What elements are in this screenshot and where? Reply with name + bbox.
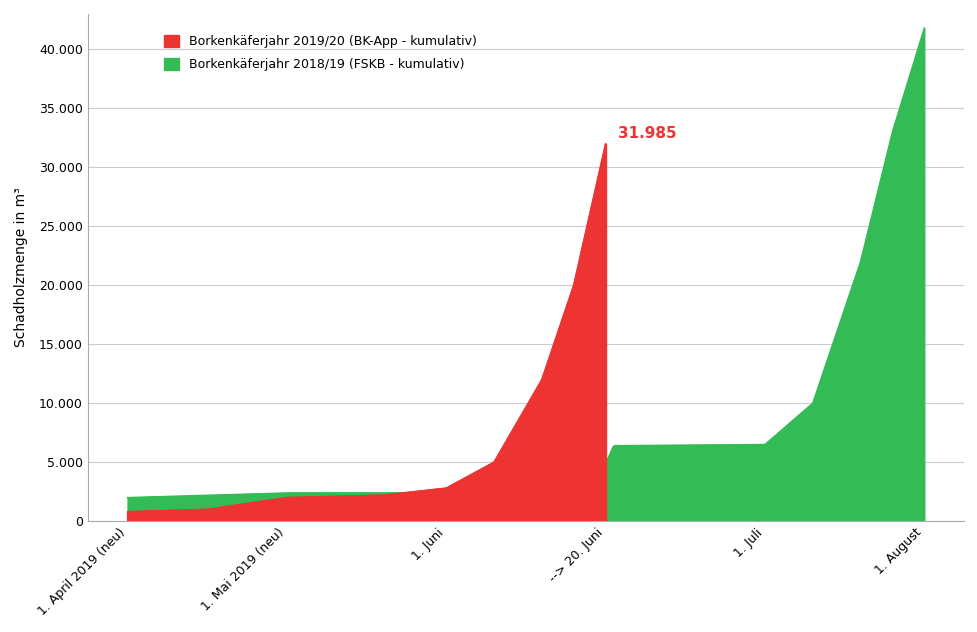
Legend: Borkenkäferjahr 2019/20 (BK-App - kumulativ), Borkenkäferjahr 2018/19 (FSKB - ku: Borkenkäferjahr 2019/20 (BK-App - kumula… [164, 35, 477, 71]
Text: 4.873: 4.873 [617, 447, 665, 462]
Polygon shape [127, 144, 605, 521]
Y-axis label: Schadholzmenge in m³: Schadholzmenge in m³ [14, 188, 28, 348]
Text: 31.985: 31.985 [617, 126, 676, 141]
